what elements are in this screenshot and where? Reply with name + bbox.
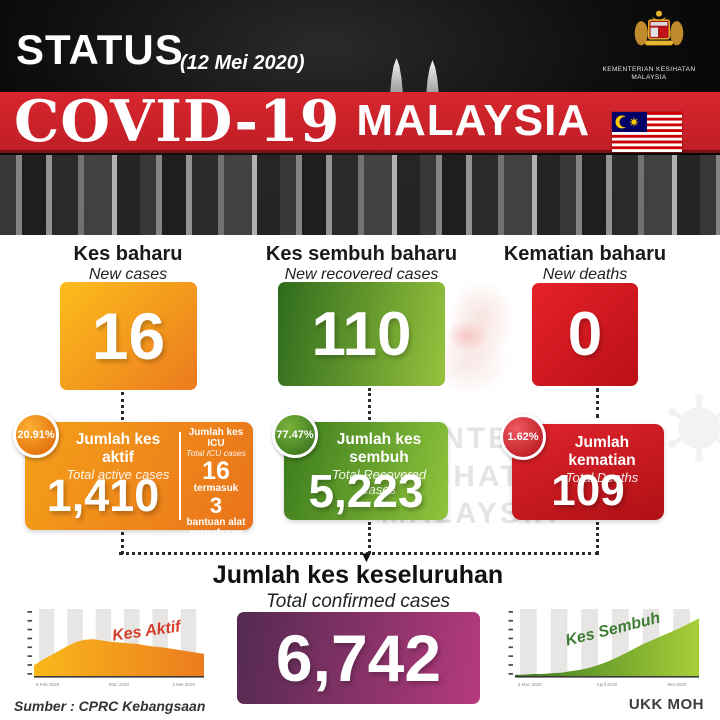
active-label-ms: Jumlah kes aktif xyxy=(75,431,161,466)
deaths-card: 1.62% Jumlah kematian Total Deaths 109 xyxy=(500,414,664,520)
ventilator-label: bantuan alat pernafasan xyxy=(186,516,246,539)
city-skyline-image xyxy=(0,155,720,235)
new-deaths-value-box: 0 xyxy=(532,283,638,386)
title-covid: COVID-19 xyxy=(14,87,341,155)
new-deaths-label-en: New deaths xyxy=(542,266,628,283)
petronas-tower-icon xyxy=(390,58,403,94)
card-divider xyxy=(179,432,181,520)
svg-text:Mac 2020: Mac 2020 xyxy=(109,682,130,687)
svg-text:8 Feb 2020: 8 Feb 2020 xyxy=(36,682,60,687)
new-recovered-value: 110 xyxy=(311,299,412,369)
new-deaths-label: Kematian baharu New deaths xyxy=(500,243,670,284)
ministry-crest-icon xyxy=(634,10,684,46)
new-cases-label: Kes baharu New cases xyxy=(40,243,216,284)
header: STATUS (12 Mei 2020) KEMENTERIAN KESIHAT… xyxy=(0,0,720,235)
recovered-value: 5,223 xyxy=(308,465,424,517)
svg-text:3 Mei 2020: 3 Mei 2020 xyxy=(172,682,195,687)
overall-label-ms: Jumlah kes keseluruhan xyxy=(212,561,504,589)
deaths-label-ms: Jumlah kematian xyxy=(568,434,636,469)
new-cases-value-box: 16 xyxy=(60,282,197,390)
status-label: STATUS xyxy=(16,26,184,73)
svg-text:Kes Aktif: Kes Aktif xyxy=(111,618,183,645)
new-deaths-value: 0 xyxy=(567,300,603,369)
icu-conjunction: termasuk xyxy=(193,483,239,495)
connector-line xyxy=(596,388,599,418)
down-arrow-icon: ▼ xyxy=(359,549,374,566)
new-recovered-label: Kes sembuh baharu New recovered cases xyxy=(260,243,463,284)
connector-line xyxy=(596,522,599,554)
svg-text:Mei 2020: Mei 2020 xyxy=(667,682,686,687)
ministry-line1: KEMENTERIAN KESIHATAN xyxy=(602,66,696,73)
icu-label-ms: Jumlah kes ICU xyxy=(188,427,244,449)
recovered-percentage: 77.47% xyxy=(276,429,314,441)
source-credit: Sumber : CPRC Kebangsaan xyxy=(14,698,206,714)
recovered-card: 77.47% Jumlah kes sembuh Total Recovered… xyxy=(272,412,448,520)
ventilator-value: 3 xyxy=(209,492,223,518)
icu-block: Jumlah kes ICU Total ICU cases 16 termas… xyxy=(183,427,249,539)
petronas-tower-icon xyxy=(426,60,439,96)
recovered-label-ms: Jumlah kes sembuh xyxy=(336,431,422,466)
title-malaysia: MALAYSIA xyxy=(356,96,591,145)
overall-value: 6,742 xyxy=(275,621,442,695)
svg-text:3 Mac 2020: 3 Mac 2020 xyxy=(518,682,542,687)
report-date: (12 Mei 2020) xyxy=(180,52,305,74)
svg-text:April 2020: April 2020 xyxy=(597,682,618,687)
new-recovered-label-en: New recovered cases xyxy=(284,266,439,283)
active-percentage-badge: 20.91% xyxy=(13,412,59,458)
new-deaths-label-ms: Kematian baharu xyxy=(503,243,667,265)
connector-line xyxy=(121,392,124,420)
connector-line xyxy=(121,532,124,554)
new-cases-label-en: New cases xyxy=(88,266,168,283)
overall-label: Jumlah kes keseluruhan Total confirmed c… xyxy=(158,561,558,614)
new-cases-label-ms: Kes baharu xyxy=(73,243,183,265)
icu-label-en: Total ICU cases xyxy=(186,448,246,458)
ministry-line2: MALAYSIA xyxy=(631,74,667,82)
active-percentage: 20.91% xyxy=(17,429,55,441)
active-cases-card: 20.91% Jumlah kes aktif Total active cas… xyxy=(13,412,253,539)
virus-watermark-icon xyxy=(668,394,720,462)
active-cases-chart: Kes Aktif 8 Feb 2020 Mac 2020 3 Mei 2020 xyxy=(25,606,207,693)
active-label-en: Total active cases xyxy=(66,466,170,482)
deaths-percentage: 1.62% xyxy=(507,431,539,443)
deaths-label-en: Total Deaths xyxy=(565,469,639,485)
overall-value-box: 6,742 xyxy=(237,612,480,704)
connector-line xyxy=(368,388,371,420)
ministry-name: KEMENTERIAN KESIHATAN MALAYSIA xyxy=(584,66,714,82)
recovered-cases-chart: Kes Sembuh 3 Mac 2020 April 2020 Mei 2020 xyxy=(506,606,702,693)
recovered-percentage-badge: 77.47% xyxy=(272,412,318,458)
connector-line xyxy=(119,552,599,555)
active-value: 1,410 xyxy=(46,470,160,521)
new-recovered-value-box: 110 xyxy=(278,282,445,386)
overall-label-en: Total confirmed cases xyxy=(265,590,451,612)
malaysia-flag-icon xyxy=(612,112,682,152)
deaths-percentage-badge: 1.62% xyxy=(500,414,546,460)
new-recovered-label-ms: Kes sembuh baharu xyxy=(265,243,458,265)
icu-value: 16 xyxy=(202,456,230,485)
author-credit: UKK MOH xyxy=(628,696,704,713)
new-cases-value: 16 xyxy=(91,299,166,373)
title-banner: COVID-19 MALAYSIA xyxy=(0,92,720,153)
connector-line xyxy=(368,522,371,554)
deaths-value: 109 xyxy=(551,466,625,515)
recovered-label-en: Total Recovered cases xyxy=(331,466,427,498)
